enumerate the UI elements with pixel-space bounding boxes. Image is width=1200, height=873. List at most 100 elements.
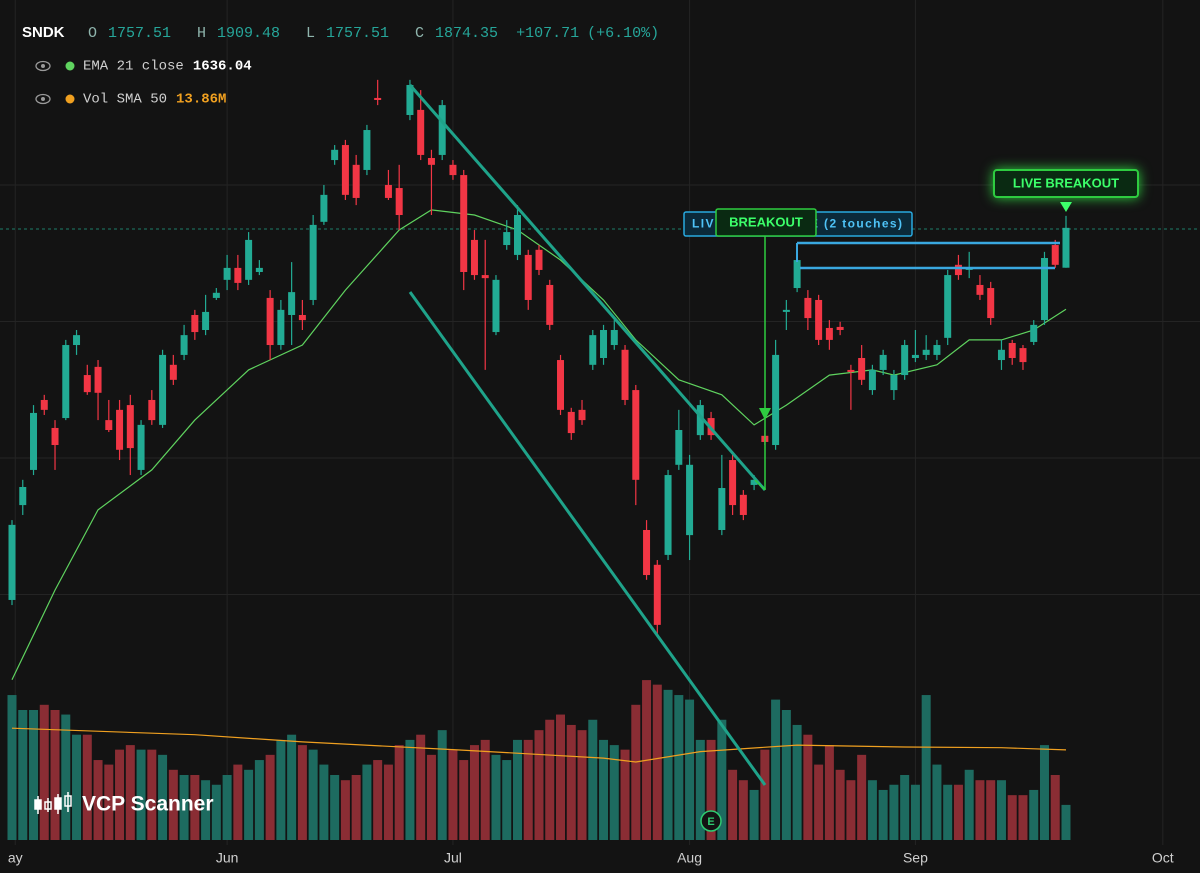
candle-body xyxy=(664,475,672,555)
volume-bar xyxy=(771,699,781,840)
ohlc-header: O 1757.51 H 1909.48 L 1757.51 C 1874.35 +107.71 (… xyxy=(88,25,659,42)
candle-body xyxy=(600,330,608,358)
candle-body xyxy=(503,232,511,246)
volume-bar xyxy=(512,739,522,840)
breakout-arrowhead xyxy=(759,408,771,420)
volume-bar xyxy=(545,719,555,840)
candle-body xyxy=(406,84,414,116)
candle-body xyxy=(438,105,446,155)
volume-bar xyxy=(394,745,404,840)
earnings-marker xyxy=(700,810,722,832)
candle-body xyxy=(825,327,833,340)
overlay-lines xyxy=(11,209,1067,763)
candle-body xyxy=(277,309,285,346)
volume-bar xyxy=(201,780,211,840)
candle-body xyxy=(718,488,726,530)
watermark-text: VCP Scanner xyxy=(82,793,214,816)
volume-bar xyxy=(308,749,318,840)
volume-bar xyxy=(685,699,695,840)
candle-body xyxy=(653,564,661,625)
volume-bar xyxy=(104,764,114,840)
candle-body xyxy=(94,366,102,393)
candle-body xyxy=(159,354,167,425)
volume-bar xyxy=(1061,804,1071,840)
volume-bar xyxy=(82,734,92,840)
volume-bar xyxy=(115,749,125,840)
candle-body xyxy=(320,194,328,222)
candle-body xyxy=(255,267,263,272)
volume-bar xyxy=(158,754,168,840)
candle-body xyxy=(148,399,156,421)
candle-body xyxy=(546,284,554,325)
candle-body xyxy=(782,309,790,312)
ohlc-key: O xyxy=(88,25,97,42)
volume-bar xyxy=(459,760,469,840)
candle-body xyxy=(19,486,27,506)
volume-bar xyxy=(996,780,1006,840)
candle-body xyxy=(234,267,242,283)
volume-bar xyxy=(781,710,791,840)
candle-body xyxy=(384,184,392,198)
eye-icon xyxy=(35,93,51,105)
volume-bar xyxy=(706,739,716,840)
volume-bar xyxy=(416,734,426,840)
volume-bar xyxy=(523,739,533,840)
volume-bar xyxy=(1018,795,1028,840)
volume-bar xyxy=(50,710,60,840)
volume-bar xyxy=(7,695,17,840)
volume-bar xyxy=(179,775,189,840)
candle-body xyxy=(643,529,651,576)
volume-bar xyxy=(964,769,974,840)
watermark-icon xyxy=(34,792,72,814)
candle-body xyxy=(266,297,274,346)
candle-body xyxy=(470,239,478,276)
legend-name: Vol SMA 50 xyxy=(83,92,167,108)
candle-body xyxy=(901,345,909,376)
volume-bar xyxy=(943,784,953,840)
volume-bar xyxy=(878,789,888,840)
volume-bar xyxy=(147,749,157,840)
candle-body xyxy=(137,424,145,470)
volume-bar xyxy=(265,754,275,840)
x-tick-label: Jul xyxy=(444,850,462,866)
candle-body xyxy=(1019,348,1027,363)
volume-bar xyxy=(599,739,609,840)
breakout-label: BREAKOUT xyxy=(729,214,803,229)
candle-body xyxy=(126,405,134,449)
volume-bar xyxy=(1007,795,1017,840)
candle-body xyxy=(51,427,59,446)
candle-body xyxy=(417,109,425,155)
symbol: SNDK xyxy=(22,24,65,41)
x-axis: ay Jun Jul Aug Sep Oct xyxy=(8,850,1174,866)
candle-body xyxy=(739,494,747,515)
change: +107.71 xyxy=(516,25,579,42)
x-tick-label: Sep xyxy=(903,850,928,866)
volume-bar xyxy=(190,775,200,840)
volume-bar xyxy=(792,724,802,840)
volume-bar xyxy=(405,739,415,840)
candle-body xyxy=(223,267,231,280)
volume-bar xyxy=(534,730,544,840)
candle-body xyxy=(352,164,360,198)
volume-bar xyxy=(910,784,920,840)
ohlc-key: C xyxy=(415,25,424,42)
candle-body xyxy=(696,405,704,436)
volume-bar xyxy=(566,724,576,840)
candle-body xyxy=(191,314,199,333)
candle-body xyxy=(589,335,597,365)
volume-bar xyxy=(760,749,770,840)
live-breakout-label: LIVE BREAKOUT xyxy=(1013,175,1119,190)
volume-bar xyxy=(244,769,254,840)
candle-body xyxy=(1008,342,1016,358)
volume-bar xyxy=(287,734,297,840)
candle-body xyxy=(836,326,844,331)
volume-bar xyxy=(824,745,834,840)
ohlc-value: 1757.51 xyxy=(326,25,389,42)
volume-bar xyxy=(846,780,856,840)
candle-body xyxy=(933,345,941,355)
ohlc-value: 1874.35 xyxy=(435,25,498,42)
annotations: LIVE RESISTANCE (2 touches) BREAKOUT LIV… xyxy=(408,84,1139,832)
volume-bar xyxy=(39,704,49,840)
x-tick-label: ay xyxy=(8,850,23,866)
volume-bar xyxy=(18,710,28,840)
